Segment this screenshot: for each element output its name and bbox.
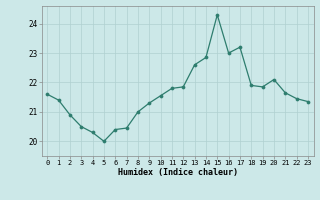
X-axis label: Humidex (Indice chaleur): Humidex (Indice chaleur) bbox=[118, 168, 237, 177]
